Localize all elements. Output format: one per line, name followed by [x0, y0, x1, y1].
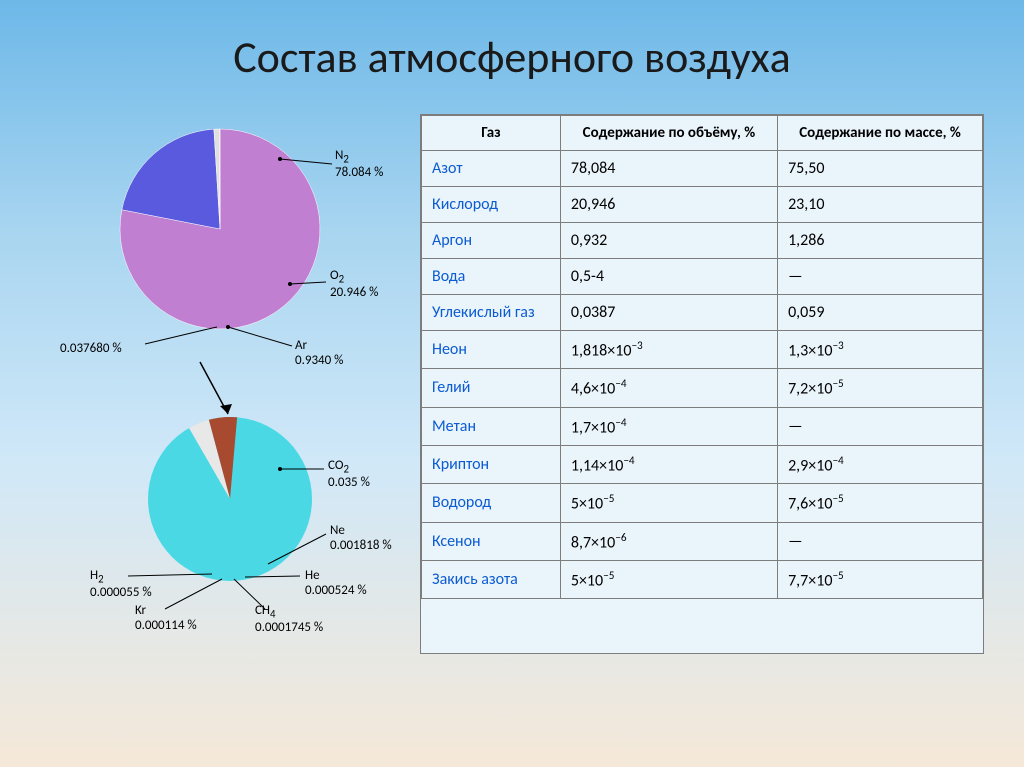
- cell-gas: Азот: [422, 151, 561, 187]
- table-row: Метан1,7×10−4—: [422, 407, 983, 445]
- cell-mass: 0,059: [778, 295, 983, 331]
- cell-volume: 0,932: [560, 223, 777, 259]
- pie-slice-label: Ar0.9340 %: [295, 339, 343, 369]
- cell-gas: Аргон: [422, 223, 561, 259]
- cell-gas: Вода: [422, 259, 561, 295]
- cell-mass: 7,7×10−5: [778, 560, 983, 598]
- table-header-row: Газ Содержание по объёму, % Содержание п…: [422, 116, 983, 151]
- cell-volume: 20,946: [560, 187, 777, 223]
- cell-volume: 5×10−5: [560, 560, 777, 598]
- table-row: Водород5×10−57,6×10−5: [422, 484, 983, 522]
- cell-volume: 1,7×10−4: [560, 407, 777, 445]
- content-row: N278.084 % O220.946 % Ar0.9340 % 0.037680 %…: [0, 84, 1024, 654]
- table-row: Неон1,818×10−31,3×10−3: [422, 331, 983, 369]
- cell-mass: 1,286: [778, 223, 983, 259]
- cell-volume: 0,5-4: [560, 259, 777, 295]
- cell-gas: Криптон: [422, 445, 561, 483]
- table-row: Аргон0,9321,286: [422, 223, 983, 259]
- cell-mass: 7,2×10−5: [778, 369, 983, 407]
- cell-volume: 1,14×10−4: [560, 445, 777, 483]
- table-row: Азот78,08475,50: [422, 151, 983, 187]
- cell-gas: Кислород: [422, 187, 561, 223]
- cell-gas: Водород: [422, 484, 561, 522]
- col-volume: Содержание по объёму, %: [560, 116, 777, 151]
- cell-gas: Закись азота: [422, 560, 561, 598]
- table-row: Вода0,5-4—: [422, 259, 983, 295]
- cell-volume: 5×10−5: [560, 484, 777, 522]
- cell-gas: Ксенон: [422, 522, 561, 560]
- table-row: Криптон1,14×10−42,9×10−4: [422, 445, 983, 483]
- cell-volume: 8,7×10−6: [560, 522, 777, 560]
- table-row: Кислород20,94623,10: [422, 187, 983, 223]
- cell-volume: 0,0387: [560, 295, 777, 331]
- pie-slice-label: O220.946 %: [330, 269, 378, 301]
- cell-gas: Гелий: [422, 369, 561, 407]
- composition-table-wrap: Газ Содержание по объёму, % Содержание п…: [420, 114, 984, 654]
- pie-slice-label: N278.084 %: [335, 149, 383, 181]
- page-title: Состав атмосферного воздуха: [0, 0, 1024, 84]
- table-row: Закись азота5×10−57,7×10−5: [422, 560, 983, 598]
- pie-slice-label: CO20.035 %: [328, 459, 370, 491]
- cell-mass: —: [778, 407, 983, 445]
- cell-gas: Метан: [422, 407, 561, 445]
- pie-charts-panel: N278.084 % O220.946 % Ar0.9340 % 0.037680 %…: [60, 114, 400, 654]
- cell-mass: 7,6×10−5: [778, 484, 983, 522]
- cell-mass: 2,9×10−4: [778, 445, 983, 483]
- cell-mass: 75,50: [778, 151, 983, 187]
- pie-slice-label: CH40.0001745 %: [255, 604, 323, 636]
- cell-gas: Неон: [422, 331, 561, 369]
- pie-slice-label: 0.037680 %: [60, 342, 122, 357]
- col-gas: Газ: [422, 116, 561, 151]
- table-row: Углекислый газ0,03870,059: [422, 295, 983, 331]
- pie-slice-label: H20.000055 %: [90, 569, 152, 601]
- cell-volume: 4,6×10−4: [560, 369, 777, 407]
- table-row: Ксенон8,7×10−6—: [422, 522, 983, 560]
- pie-slice-label: He0.000524 %: [305, 569, 367, 599]
- pie-slice-label: Ne0.001818 %: [330, 524, 392, 554]
- cell-mass: 1,3×10−3: [778, 331, 983, 369]
- table-row: Гелий4,6×10−47,2×10−5: [422, 369, 983, 407]
- cell-mass: —: [778, 522, 983, 560]
- pie-slice-label: Kr0.000114 %: [135, 604, 197, 634]
- cell-volume: 78,084: [560, 151, 777, 187]
- cell-gas: Углекислый газ: [422, 295, 561, 331]
- cell-mass: —: [778, 259, 983, 295]
- composition-table: Газ Содержание по объёму, % Содержание п…: [421, 115, 983, 599]
- cell-mass: 23,10: [778, 187, 983, 223]
- cell-volume: 1,818×10−3: [560, 331, 777, 369]
- col-mass: Содержание по массе, %: [778, 116, 983, 151]
